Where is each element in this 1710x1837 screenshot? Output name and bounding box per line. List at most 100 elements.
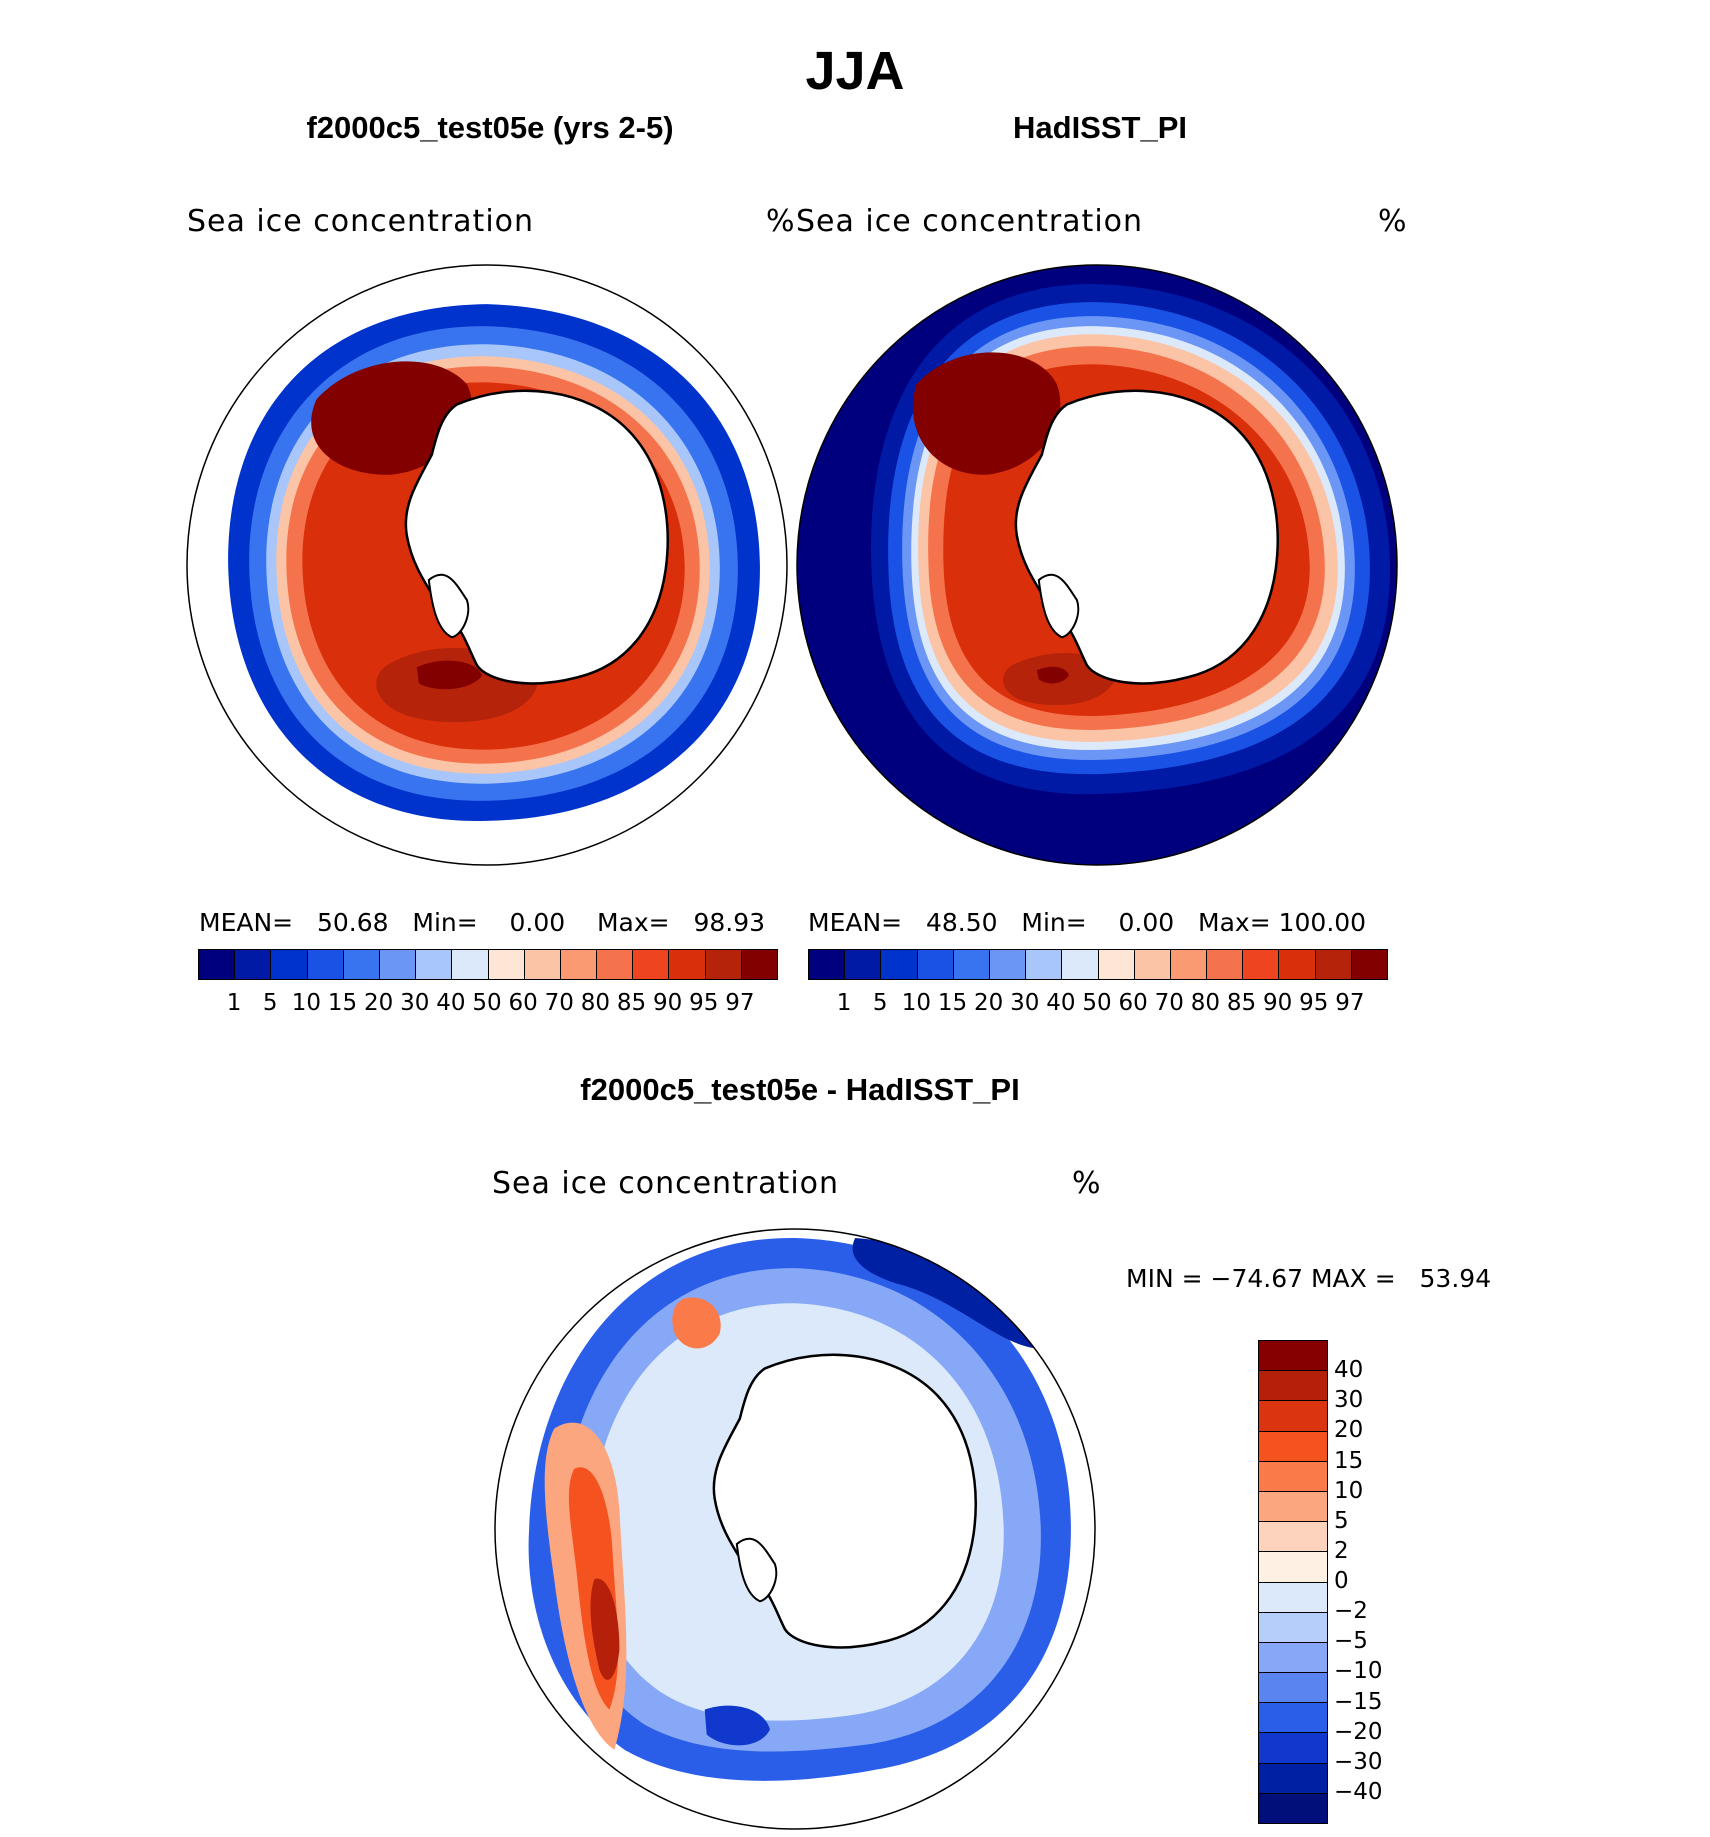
right-colorbar-swatch (845, 950, 882, 979)
right-colorbar-swatch (1243, 950, 1280, 979)
diff-colorbar-tick-label: −30 (1334, 1748, 1383, 1775)
diff-colorbar-swatch (1259, 1793, 1327, 1823)
right-colorbar-tick-label: 90 (1262, 990, 1293, 1016)
right-colorbar (808, 949, 1388, 980)
diff-units: % (1072, 1166, 1101, 1201)
left-max-value: 98.93 (693, 908, 766, 937)
difference-sea-ice-map (494, 1228, 1096, 1830)
diff-colorbar-tick-label: 40 (1334, 1357, 1364, 1384)
diff-colorbar-swatch (1259, 1461, 1327, 1492)
left-colorbar-tick-label: 60 (508, 990, 538, 1016)
left-colorbar-swatch (199, 950, 236, 979)
left-colorbar (198, 949, 778, 980)
diff-max-value: 53.94 (1419, 1264, 1492, 1293)
diff-colorbar-tick-label: 30 (1334, 1387, 1364, 1414)
diff-colorbar-swatch (1259, 1491, 1327, 1523)
diff-colorbar-swatch (1259, 1642, 1327, 1674)
right-max-label: Max= (1198, 908, 1271, 937)
diff-colorbar-swatch (1259, 1522, 1327, 1553)
right-colorbar-swatch (881, 950, 918, 979)
diff-colorbar-swatch (1259, 1401, 1327, 1432)
right-colorbar-tick-label: 97 (1335, 990, 1365, 1016)
left-colorbar-tick-label: 85 (616, 990, 647, 1016)
left-colorbar-ticks: 1 5 10 15 20 30 40 50 60 70 80 85 90 95 97 (198, 990, 776, 1020)
right-colorbar-tick-label: 40 (1046, 990, 1076, 1016)
diff-variable-label: Sea ice concentration (492, 1166, 840, 1201)
left-stats: MEAN= 50.68 Min= 0.00 Max= 98.93 (199, 908, 765, 937)
left-colorbar-tick-label: 95 (689, 990, 719, 1016)
left-colorbar-swatch (307, 950, 344, 979)
diff-min-value: −74.67 (1210, 1264, 1304, 1293)
right-colorbar-swatch (1026, 950, 1063, 979)
right-colorbar-tick-label: 50 (1082, 990, 1112, 1016)
right-stats: MEAN= 48.50 Min= 0.00 Max= 100.00 (808, 908, 1366, 937)
left-colorbar-swatch (488, 950, 525, 979)
diff-colorbar-tick-label: 5 (1334, 1507, 1349, 1534)
right-colorbar-tick-label: 15 (937, 990, 968, 1016)
left-colorbar-swatch (235, 950, 272, 979)
left-colorbar-swatch (560, 950, 598, 979)
right-mean-value: 48.50 (925, 908, 998, 937)
left-colorbar-tick-label: 30 (400, 990, 430, 1016)
left-mean-label: MEAN= (199, 908, 294, 937)
diff-colorbar-swatch (1259, 1371, 1327, 1402)
diff-colorbar-tick-label: −20 (1334, 1718, 1383, 1745)
diff-stats: MIN = −74.67 MAX = 53.94 (1126, 1264, 1491, 1293)
right-colorbar-tick-label: 60 (1118, 990, 1148, 1016)
left-colorbar-swatch (452, 950, 489, 979)
diff-colorbar-tick-label: 2 (1334, 1537, 1349, 1564)
left-min-value: 0.00 (509, 908, 566, 937)
left-colorbar-tick-label: 50 (472, 990, 502, 1016)
left-colorbar-swatch (705, 950, 742, 979)
left-colorbar-swatch (633, 950, 670, 979)
right-colorbar-swatch (917, 950, 954, 979)
left-colorbar-swatch (741, 950, 777, 979)
left-colorbar-tick-label: 97 (725, 990, 755, 1016)
left-units: % (766, 204, 795, 239)
diff-colorbar-tick-label: −10 (1334, 1658, 1383, 1685)
diff-colorbar-tick-label: −40 (1334, 1778, 1383, 1805)
right-colorbar-tick-label: 1 (836, 990, 852, 1016)
diff-colorbar-swatch (1259, 1431, 1327, 1462)
right-min-value: 0.00 (1118, 908, 1175, 937)
diff-colorbar-tick-label: 20 (1334, 1417, 1364, 1444)
left-colorbar-swatch (271, 950, 308, 979)
left-min-label: Min= (412, 908, 478, 937)
diff-colorbar-ticks: 40 30 20 15 10 5 2 0 −2 −5 −10 −15 −20 −30 −40 (1334, 1340, 1424, 1822)
left-colorbar-tick-label: 40 (436, 990, 466, 1016)
left-panel-title: f2000c5_test05e (yrs 2-5) (306, 110, 674, 145)
right-min-label: Min= (1021, 908, 1087, 937)
left-colorbar-swatch (524, 950, 561, 979)
right-colorbar-swatch (989, 950, 1027, 979)
right-colorbar-swatch (1279, 950, 1316, 979)
diff-max-label: MAX = (1310, 1264, 1396, 1293)
left-colorbar-tick-label: 20 (363, 990, 394, 1016)
diff-colorbar-swatch (1259, 1582, 1327, 1613)
left-sea-ice-map (186, 264, 788, 866)
right-colorbar-tick-label: 80 (1190, 990, 1221, 1016)
right-colorbar-swatch (953, 950, 990, 979)
left-colorbar-tick-label: 10 (291, 990, 322, 1016)
left-colorbar-tick-label: 15 (327, 990, 358, 1016)
right-colorbar-swatch (1170, 950, 1208, 979)
right-colorbar-swatch (1207, 950, 1244, 979)
left-colorbar-swatch (669, 950, 706, 979)
diff-colorbar-swatch (1259, 1703, 1327, 1734)
left-variable-label: Sea ice concentration (187, 204, 535, 239)
diff-colorbar-swatch (1259, 1763, 1327, 1794)
left-colorbar-swatch (597, 950, 634, 979)
diff-colorbar-tick-label: −15 (1334, 1688, 1383, 1715)
right-colorbar-tick-label: 5 (872, 990, 888, 1016)
diff-colorbar-tick-label: 10 (1334, 1477, 1364, 1504)
diff-colorbar (1258, 1340, 1328, 1824)
right-mean-label: MEAN= (808, 908, 903, 937)
left-colorbar-swatch (343, 950, 380, 979)
diff-colorbar-swatch (1259, 1612, 1327, 1643)
right-colorbar-swatch (809, 950, 846, 979)
left-colorbar-tick-label: 90 (652, 990, 683, 1016)
right-colorbar-swatch (1315, 950, 1352, 979)
right-variable-label: Sea ice concentration (796, 204, 1144, 239)
left-colorbar-swatch (379, 950, 417, 979)
diff-colorbar-tick-label: 0 (1334, 1568, 1349, 1594)
diff-colorbar-tick-label: −2 (1334, 1598, 1368, 1625)
